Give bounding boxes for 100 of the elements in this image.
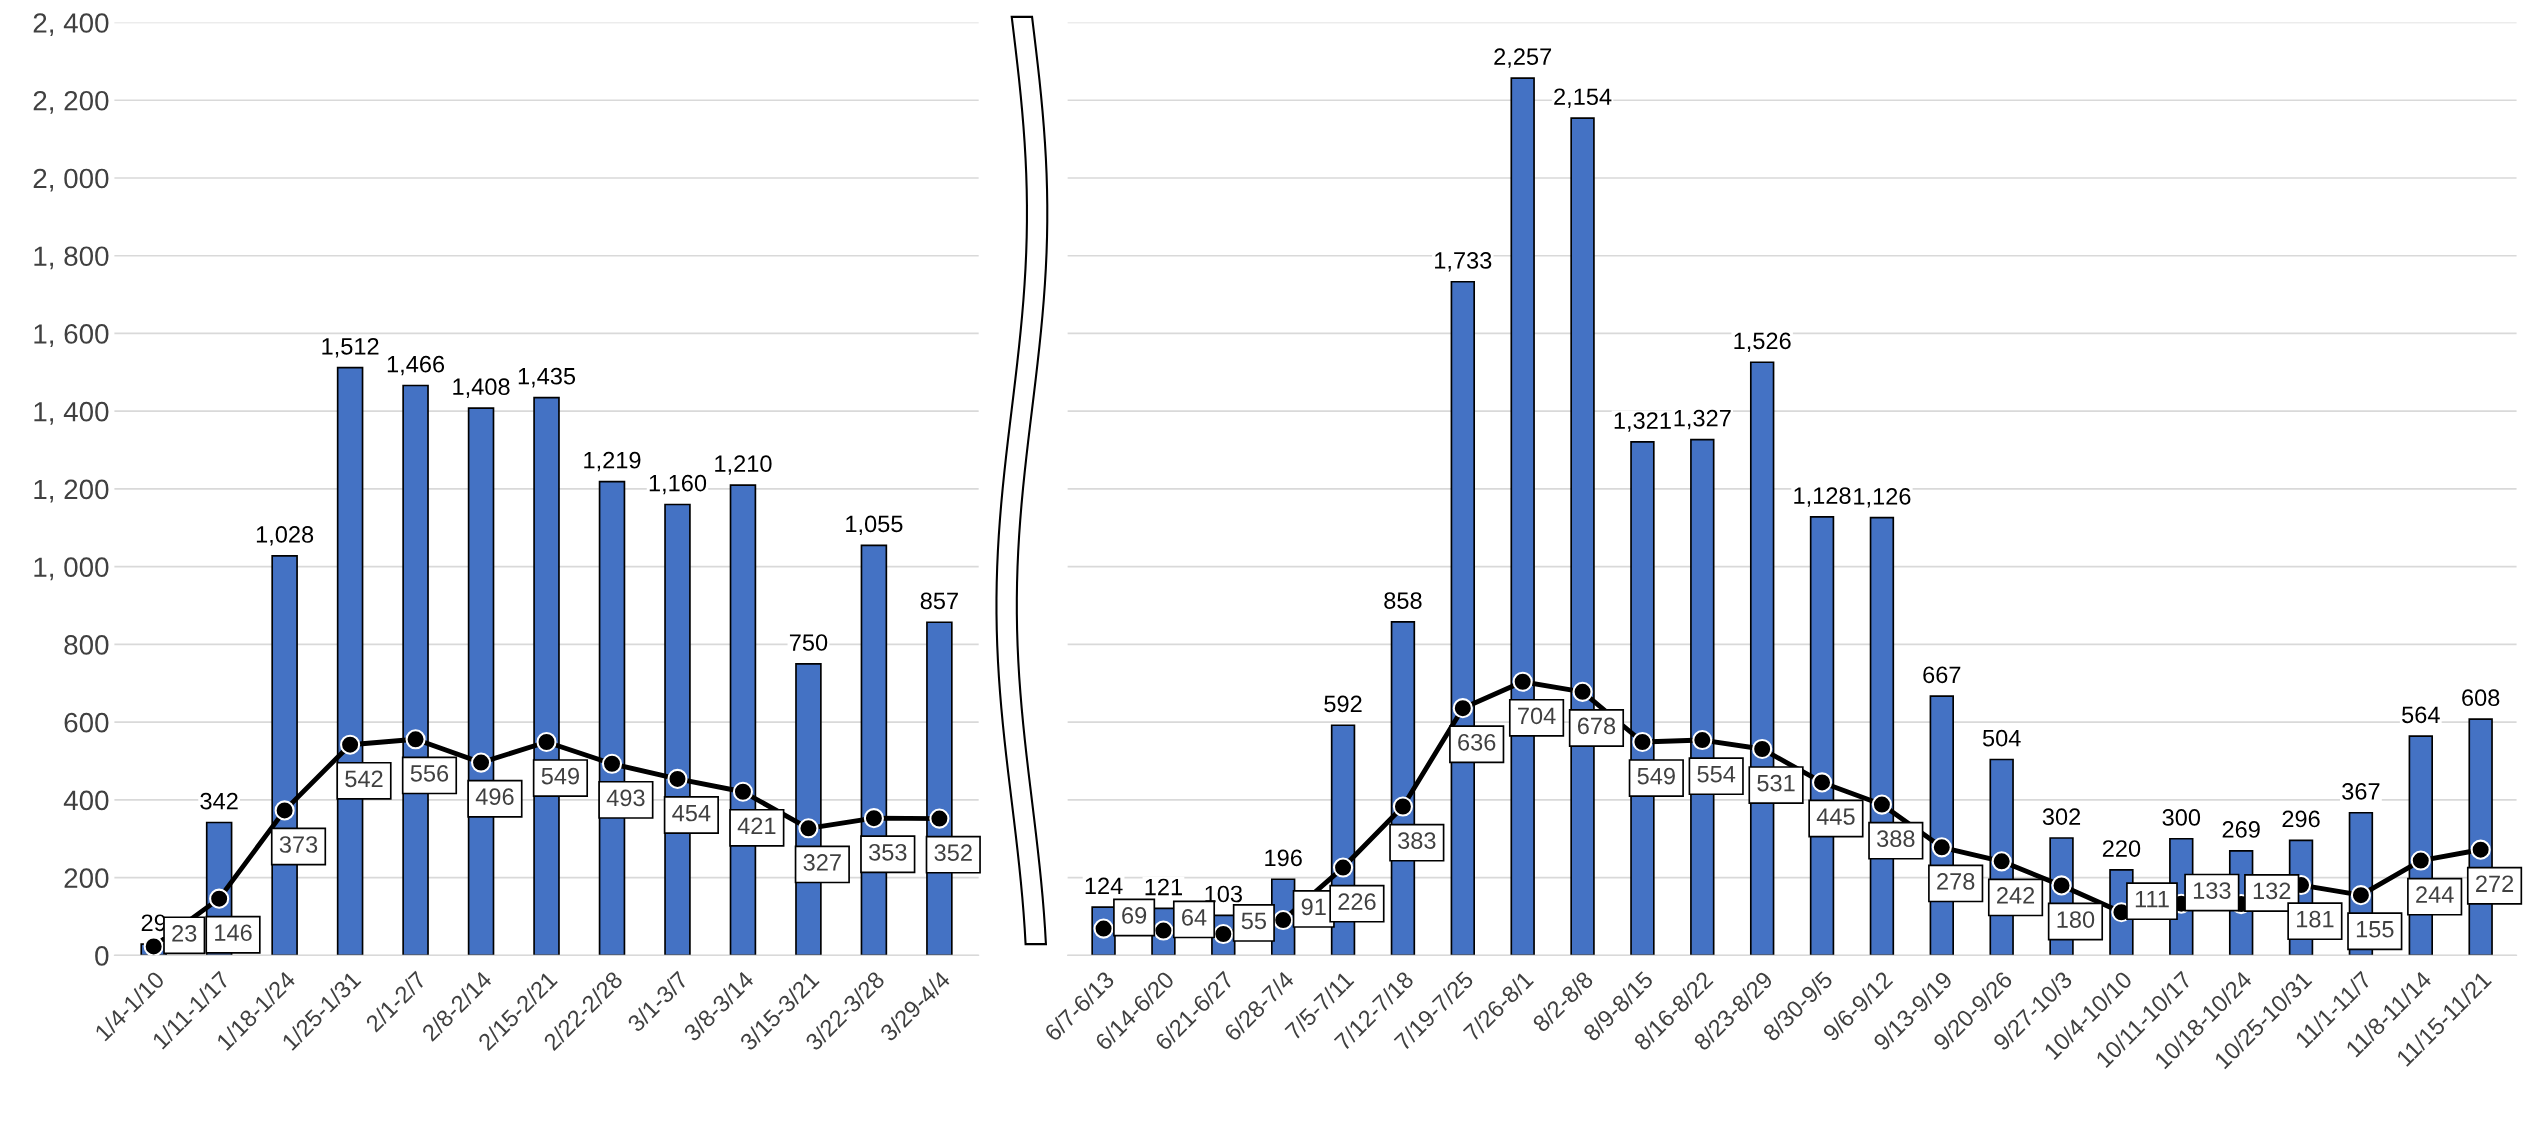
data-label: 1,126 — [1854, 487, 1911, 508]
data-label: 352 — [934, 844, 972, 862]
data-label: 2,257 — [1494, 48, 1552, 68]
y-tick-label: 600 — [64, 712, 109, 733]
point — [470, 752, 492, 773]
point — [1871, 794, 1892, 815]
data-label: 667 — [1923, 666, 1961, 684]
data-label: 383 — [1398, 832, 1436, 849]
data-label: 124 — [1085, 877, 1123, 894]
data-label: 608 — [2462, 689, 2500, 707]
data-label: 121 — [1145, 878, 1182, 896]
data-label: 353 — [869, 843, 907, 861]
data-label: 542 — [345, 770, 383, 788]
data-label: 549 — [1637, 767, 1675, 785]
data-label: 181 — [2297, 910, 2334, 928]
data-label: 1,512 — [322, 337, 379, 358]
data-label: 132 — [2253, 882, 2291, 900]
data-label: 857 — [920, 592, 958, 610]
point — [1991, 851, 2012, 872]
data-label: 300 — [2162, 809, 2201, 826]
y-tick-label: 2, 000 — [33, 168, 109, 192]
data-label: 496 — [475, 788, 514, 806]
data-label: 342 — [200, 792, 238, 810]
data-label: 91 — [1301, 898, 1326, 916]
data-label: 180 — [2057, 911, 2095, 928]
point — [2470, 839, 2491, 860]
data-label: 636 — [1458, 733, 1496, 751]
point — [1632, 731, 1653, 753]
data-label: 1,466 — [387, 355, 445, 376]
point — [2350, 885, 2371, 906]
data-label: 69 — [1122, 907, 1147, 924]
data-label: 64 — [1182, 909, 1207, 926]
data-label: 23 — [172, 924, 197, 942]
point — [340, 734, 361, 755]
y-tick-label: 2, 200 — [33, 90, 109, 114]
y-tick-label: 1, 600 — [34, 324, 109, 348]
data-label: 278 — [1937, 873, 1975, 890]
data-label: 226 — [1338, 893, 1376, 910]
y-tick-label: 200 — [64, 868, 109, 888]
point — [1512, 671, 1533, 692]
point — [2410, 850, 2431, 871]
data-label: 493 — [606, 789, 645, 807]
data-label: 327 — [803, 854, 841, 871]
data-label: 1,160 — [649, 474, 707, 495]
y-tick-label: 1, 800 — [34, 246, 109, 270]
data-label: 549 — [541, 767, 579, 785]
data-label: 531 — [1757, 774, 1795, 792]
point — [863, 808, 884, 829]
point — [1931, 837, 1952, 858]
data-label: 1,435 — [518, 367, 576, 388]
point — [1752, 738, 1773, 760]
data-label: 1,321 — [1614, 412, 1671, 432]
data-label: 1,733 — [1435, 252, 1492, 272]
data-label: 445 — [1816, 808, 1855, 825]
y-tick-label: 1, 000 — [34, 557, 109, 581]
data-label: 367 — [2342, 783, 2380, 800]
data-label: 220 — [2102, 840, 2141, 857]
y-tick-label: 800 — [64, 635, 109, 655]
data-label: 111 — [2135, 891, 2169, 908]
point — [143, 936, 164, 956]
point — [667, 768, 688, 789]
data-label: 554 — [1697, 766, 1736, 783]
data-label: 556 — [410, 765, 449, 782]
y-tick-label: 1, 400 — [34, 401, 109, 425]
data-label: 244 — [2416, 886, 2454, 903]
point — [798, 818, 819, 839]
data-label: 1,055 — [846, 515, 903, 536]
data-label: 296 — [2282, 810, 2320, 828]
point — [209, 888, 230, 909]
data-label: 1,128 — [1794, 487, 1851, 507]
data-label: 103 — [1205, 885, 1242, 903]
data-label: 146 — [215, 924, 252, 942]
y-tick-label: 400 — [63, 790, 109, 811]
point — [1392, 796, 1413, 817]
data-label: 155 — [2356, 921, 2394, 938]
data-label: 1,219 — [584, 451, 641, 472]
data-label: 454 — [672, 804, 711, 822]
data-label: 1,408 — [453, 378, 510, 398]
data-label: 133 — [2193, 882, 2231, 899]
data-label: 388 — [1877, 830, 1915, 848]
data-label: 55 — [1241, 912, 1267, 930]
data-label: 858 — [1384, 592, 1422, 609]
data-label: 373 — [279, 836, 318, 853]
data-label: 269 — [2222, 821, 2260, 838]
point — [536, 731, 557, 753]
data-label: 242 — [1997, 887, 2035, 904]
y-tick-label: 2, 400 — [33, 13, 109, 37]
point — [1692, 729, 1713, 751]
data-label: 1,028 — [256, 526, 314, 546]
data-label: 704 — [1518, 707, 1556, 725]
y-tick-label: 1, 200 — [34, 479, 109, 503]
data-label: 504 — [1982, 729, 2021, 747]
point — [1452, 698, 1473, 719]
point — [1572, 681, 1593, 702]
data-label: 1,210 — [715, 455, 772, 475]
data-label: 2,154 — [1554, 88, 1612, 108]
data-label: 1,526 — [1734, 332, 1791, 353]
y-tick-label: 0 — [95, 946, 109, 966]
data-label: 272 — [2476, 875, 2514, 892]
point — [1811, 772, 1833, 793]
